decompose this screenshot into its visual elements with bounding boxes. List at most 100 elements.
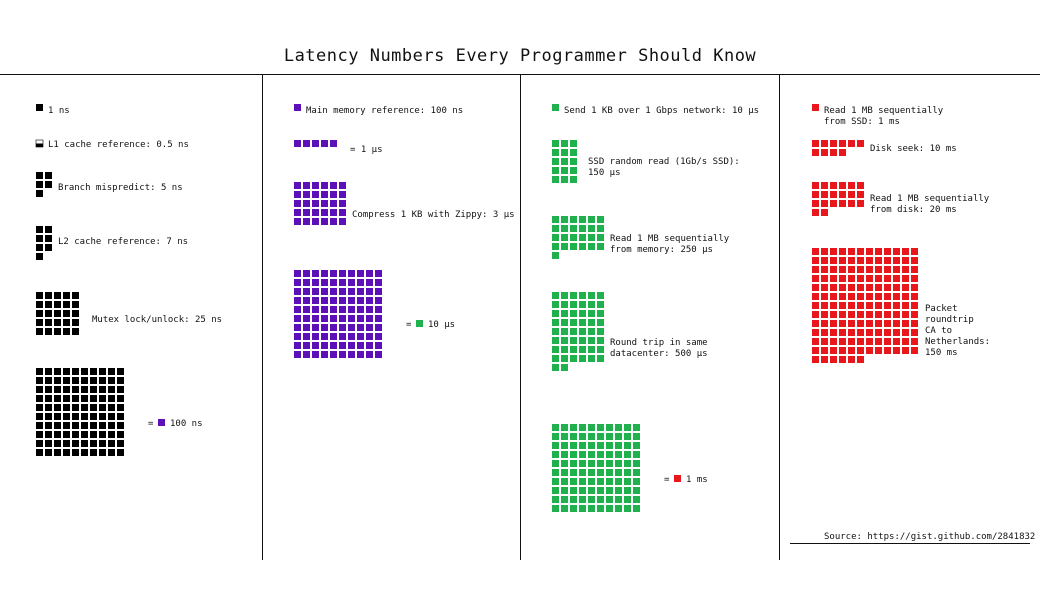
latency-square: [552, 460, 559, 467]
latency-square: [45, 386, 52, 393]
latency-square: [552, 487, 559, 494]
latency-square: [570, 319, 577, 326]
latency-square: [117, 404, 124, 411]
latency-label: Send 1 KB over 1 Gbps network: 10 µs: [564, 106, 759, 116]
latency-square: [90, 431, 97, 438]
latency-square: [321, 209, 328, 216]
latency-square: [330, 191, 337, 198]
latency-square: [561, 451, 568, 458]
latency-square: [812, 293, 819, 300]
latency-square: [561, 355, 568, 362]
latency-square: [63, 386, 70, 393]
latency-square: [902, 257, 909, 264]
latency-square: [848, 293, 855, 300]
latency-square: [597, 346, 604, 353]
latency-square: [552, 337, 559, 344]
latency-square: [294, 288, 301, 295]
latency-square: [321, 279, 328, 286]
latency-square: [875, 257, 882, 264]
latency-square: [303, 306, 310, 313]
latency-square: [830, 182, 837, 189]
page-title: Latency Numbers Every Programmer Should …: [283, 46, 757, 66]
latency-square: [821, 338, 828, 345]
latency-square: [312, 182, 319, 189]
latency-square: [312, 315, 319, 322]
latency-square: [615, 460, 622, 467]
latency-square: [36, 292, 43, 299]
latency-square: [579, 442, 586, 449]
latency-square: [624, 478, 631, 485]
latency-square: [63, 292, 70, 299]
latency-square: [588, 505, 595, 512]
latency-square: [633, 469, 640, 476]
latency-square: [848, 356, 855, 363]
latency-square: [821, 257, 828, 264]
latency-square: [821, 248, 828, 255]
latency-square: [321, 140, 328, 147]
latency-square: [348, 315, 355, 322]
latency-square: [597, 310, 604, 317]
latency-square: [321, 200, 328, 207]
latency-square: [366, 306, 373, 313]
latency-square: [552, 451, 559, 458]
latency-square: [330, 315, 337, 322]
latency-square: [893, 338, 900, 345]
latency-square: [597, 216, 604, 223]
latency-square: [72, 377, 79, 384]
latency-square: [63, 310, 70, 317]
latency-square: [54, 404, 61, 411]
latency-square: [99, 413, 106, 420]
latency-square: [830, 149, 837, 156]
latency-square: [579, 225, 586, 232]
latency-square: [839, 329, 846, 336]
latency-square: [875, 284, 882, 291]
latency-square: [72, 413, 79, 420]
latency-label: 100 ns: [170, 419, 203, 429]
latency-square: [579, 496, 586, 503]
latency-square: [561, 301, 568, 308]
latency-square: [839, 347, 846, 354]
latency-square: [821, 329, 828, 336]
latency-square: [866, 347, 873, 354]
latency-square: [570, 337, 577, 344]
latency-square: [615, 496, 622, 503]
latency-square: [117, 386, 124, 393]
latency-square: [366, 288, 373, 295]
latency-square: [117, 368, 124, 375]
latency-square: [839, 248, 846, 255]
latency-label: Main memory reference: 100 ns: [306, 106, 463, 116]
latency-square: [830, 329, 837, 336]
latency-square: [884, 320, 891, 327]
latency-square: [45, 181, 52, 188]
latency-square: [812, 329, 819, 336]
latency-square: [848, 140, 855, 147]
latency-square: [839, 266, 846, 273]
latency-square: [830, 257, 837, 264]
latency-square: [624, 505, 631, 512]
latency-square: [579, 216, 586, 223]
latency-square: [588, 319, 595, 326]
latency-square: [312, 209, 319, 216]
latency-square: [866, 266, 873, 273]
latency-square: [570, 167, 577, 174]
latency-square: [588, 442, 595, 449]
latency-square: [893, 257, 900, 264]
latency-square: [884, 275, 891, 282]
latency-square: [830, 248, 837, 255]
latency-square: [606, 487, 613, 494]
latency-square: [36, 431, 43, 438]
latency-square: [36, 310, 43, 317]
latency-square: [579, 355, 586, 362]
latency-square: [875, 275, 882, 282]
latency-square: [321, 315, 328, 322]
latency-square: [579, 424, 586, 431]
latency-square: [99, 368, 106, 375]
latency-square: [303, 209, 310, 216]
latency-square: [839, 140, 846, 147]
latency-square: [54, 319, 61, 326]
latency-square: [866, 302, 873, 309]
latency-square: [294, 104, 301, 111]
latency-square: [45, 449, 52, 456]
latency-square: [561, 487, 568, 494]
latency-square: [294, 209, 301, 216]
